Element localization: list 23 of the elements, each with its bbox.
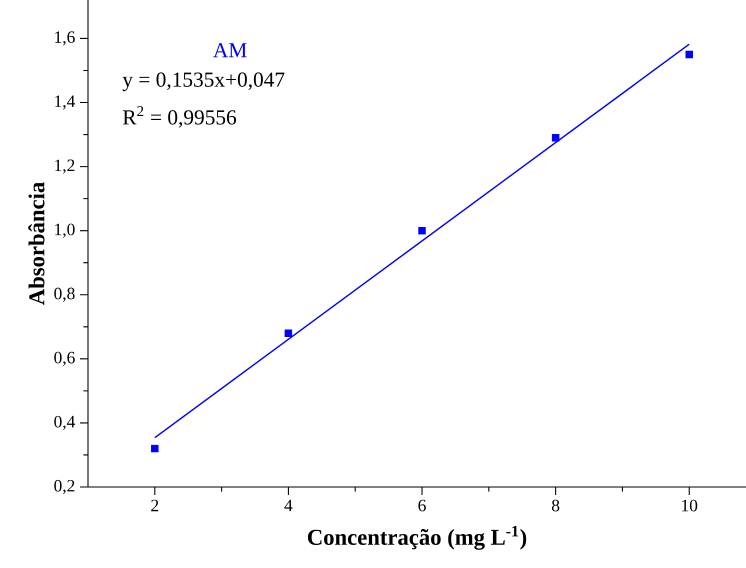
annotation: R$^{2}$ = 0,99556: [122, 106, 236, 128]
y-tick-label: 0,6: [54, 352, 75, 366]
point: [418, 226, 426, 234]
point: [284, 329, 292, 337]
point: [685, 50, 693, 58]
point: [151, 444, 159, 452]
text: AM: [213, 43, 247, 58]
annotation: y = 0,1535x+0,047: [122, 72, 284, 92]
x-tick-label: 8: [552, 500, 560, 512]
y-tick-label: 0,4: [54, 416, 76, 430]
y-tick-label: 1,2: [55, 160, 74, 174]
y-tick-label: 1,4: [55, 95, 76, 110]
x-tick-label: 4: [284, 500, 292, 512]
y-tick-label: 0,8: [54, 288, 75, 302]
y-axis-title: Absorbância: [28, 182, 44, 305]
x-tick-label: 6: [418, 500, 426, 512]
x-tick-label: 2: [151, 500, 158, 512]
y-tick-label: 1,6: [55, 31, 75, 46]
point: [552, 134, 560, 142]
x-axis-title: Concentração (mg L$^{-1}$): [308, 526, 526, 550]
y-tick-label: 0,2: [54, 480, 74, 494]
x-tick-label: 10: [682, 500, 698, 512]
y-tick-label: 1,0: [55, 224, 75, 238]
